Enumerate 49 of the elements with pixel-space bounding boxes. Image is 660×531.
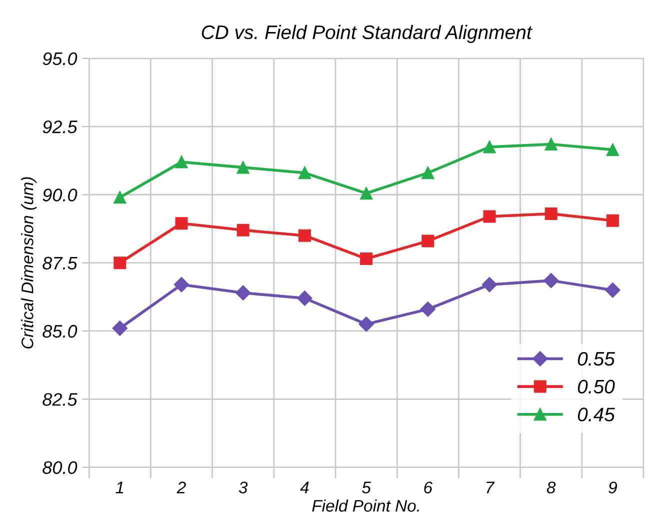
point (358, 316, 374, 332)
x-tick-label: 2 (176, 482, 186, 494)
point (606, 143, 619, 156)
point (236, 224, 250, 236)
y-axis-title: Critical Dimension (um) (21, 177, 37, 349)
legend-label: 0.45 (578, 408, 615, 422)
point (236, 285, 251, 300)
x-tick-label: 3 (238, 482, 248, 494)
y-tick-label: 85.0 (42, 324, 78, 338)
point (175, 156, 188, 168)
x-tick-label: 9 (608, 482, 617, 494)
point (483, 210, 496, 223)
point (544, 138, 558, 151)
legend-label: 0.55 (578, 352, 615, 366)
x-tick-label: 8 (546, 482, 556, 494)
y-tick-label: 82.5 (42, 393, 78, 406)
y-tick-label: 87.5 (42, 256, 78, 270)
x-tick-label: 4 (300, 482, 309, 494)
point (482, 277, 498, 292)
point (298, 166, 311, 180)
x-tick-label: 5 (362, 482, 371, 494)
point (606, 214, 619, 227)
point (114, 256, 126, 270)
point (483, 140, 496, 154)
point (360, 187, 373, 200)
point (544, 208, 558, 220)
point (174, 277, 190, 292)
x-tick-label: 1 (116, 482, 124, 494)
y-tick-label: 90.0 (42, 188, 78, 202)
point (360, 252, 373, 266)
point (422, 166, 434, 180)
point (298, 229, 311, 242)
point (420, 302, 436, 317)
point (605, 282, 620, 298)
point (114, 191, 126, 204)
x-axis-title: Field Point No. (312, 499, 419, 512)
point (236, 161, 250, 174)
y-tick-label: 80.0 (42, 461, 78, 474)
legend-label: 0.50 (578, 380, 615, 394)
point (544, 272, 559, 288)
y-tick-label: 95.0 (42, 52, 78, 66)
chart-title: CD vs. Field Point Standard Alignment (202, 24, 533, 43)
x-tick-label: 7 (486, 482, 495, 494)
x-tick-label: 6 (424, 482, 433, 494)
point (175, 217, 188, 230)
point (422, 234, 434, 248)
point (112, 320, 128, 336)
y-tick-label: 92.5 (42, 120, 78, 134)
point (297, 290, 312, 306)
